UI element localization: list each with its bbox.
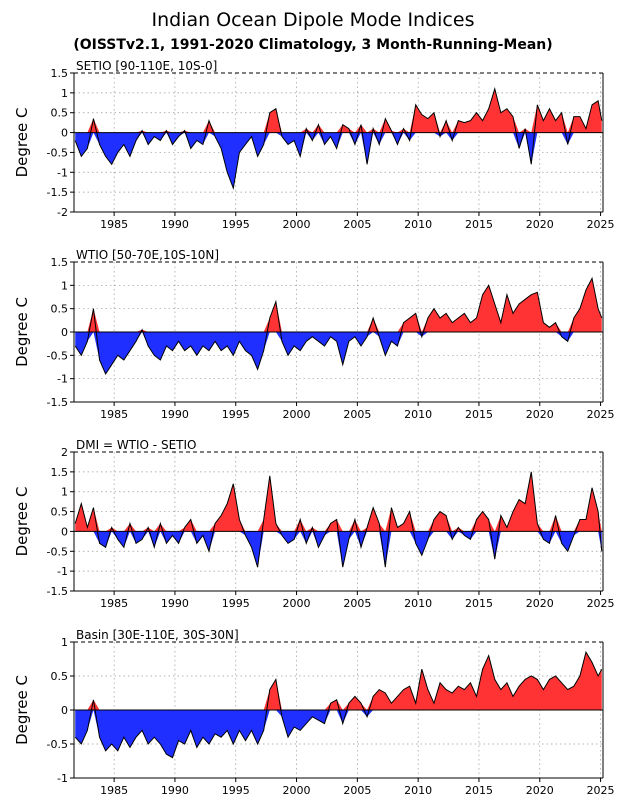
negative-area	[75, 332, 602, 374]
y-tick-label: -0.5	[47, 146, 68, 159]
series-line	[74, 276, 603, 376]
x-tick-label: 1985	[100, 597, 128, 610]
positive-area	[75, 278, 602, 332]
y-tick-label: -1.5	[47, 585, 68, 598]
y-tick-label: 0	[61, 525, 68, 538]
y-tick-label: -1	[57, 565, 68, 578]
y-tick-label: 1.5	[51, 67, 69, 80]
x-tick-label: 2010	[404, 408, 432, 421]
chart-panel-4: -1 -0.5 0 0.5 1 1985 1990 1995 2000 2005 2010 2015 2…	[13, 628, 615, 797]
series-area	[74, 650, 603, 759]
x-tick-label: 2005	[343, 408, 371, 421]
y-tick-label: 1	[61, 486, 68, 499]
y-tick-label: -0.5	[47, 545, 68, 558]
x-tick-label: 1985	[100, 784, 128, 797]
series-line	[74, 471, 603, 568]
y-tick-label: 1	[61, 87, 68, 100]
y-tick-label: 1	[61, 636, 68, 649]
x-tick-label: 2020	[526, 784, 554, 797]
y-tick-label: 0.5	[51, 107, 69, 120]
x-tick-label: 2025	[587, 784, 615, 797]
series-area	[74, 87, 603, 191]
y-axis-label: Degree C	[13, 297, 31, 367]
x-tick-label: 2005	[343, 597, 371, 610]
x-tick-label: 2000	[283, 784, 311, 797]
y-tick-label: -0.5	[47, 349, 68, 362]
x-tick-label: 1995	[222, 784, 250, 797]
negative-area	[75, 531, 602, 568]
x-tick-label: 2025	[587, 408, 615, 421]
y-axis-label: Degree C	[13, 108, 31, 178]
y-tick-label: 1	[61, 279, 68, 292]
x-tick-label: 2015	[465, 408, 493, 421]
x-tick-label: 2025	[587, 597, 615, 610]
positive-area	[75, 88, 602, 133]
panel-title: Basin [30E-110E, 30S-30N]	[76, 628, 239, 642]
panel-title: DMI = WTIO - SETIO	[76, 438, 196, 452]
x-tick-label: 2010	[404, 597, 432, 610]
negative-area	[75, 710, 602, 758]
x-tick-label: 2020	[526, 218, 554, 231]
x-tick-label: 2020	[526, 597, 554, 610]
x-tick-label: 2015	[465, 784, 493, 797]
x-tick-label: 2005	[343, 218, 371, 231]
y-tick-label: 2	[61, 446, 68, 459]
x-tick-label: 1990	[161, 784, 189, 797]
x-tick-label: 2020	[526, 408, 554, 421]
x-tick-label: 1995	[222, 597, 250, 610]
x-tick-label: 2025	[587, 218, 615, 231]
figure-subtitle: (OISSTv2.1, 1991-2020 Climatology, 3 Mon…	[73, 37, 552, 53]
y-tick-label: -1.5	[47, 396, 68, 409]
y-axis-label: Degree C	[13, 487, 31, 557]
x-tick-label: 1990	[161, 597, 189, 610]
y-tick-label: -1.5	[47, 186, 68, 199]
series-area	[74, 276, 603, 376]
panel-title: WTIO [50-70E,10S-10N]	[76, 248, 219, 262]
x-tick-label: 2005	[343, 784, 371, 797]
y-tick-label: 0	[61, 326, 68, 339]
y-tick-label: 0.5	[51, 670, 69, 683]
x-tick-label: 1985	[100, 408, 128, 421]
x-tick-label: 1995	[222, 218, 250, 231]
x-tick-label: 1985	[100, 218, 128, 231]
x-tick-label: 1995	[222, 408, 250, 421]
x-tick-label: 2000	[283, 218, 311, 231]
x-tick-label: 2010	[404, 784, 432, 797]
y-tick-label: 0	[61, 127, 68, 140]
chart-panel-2: -1.5 -1 -0.5 0 0.5 1 1.5 1985 1990 1995 2000 2005 20…	[13, 248, 615, 421]
negative-area	[75, 132, 602, 189]
x-tick-label: 2000	[283, 408, 311, 421]
y-tick-label: -0.5	[47, 738, 68, 751]
y-tick-label: 1.5	[51, 466, 69, 479]
figure-title: Indian Ocean Dipole Mode Indices	[152, 9, 475, 31]
y-axis-label: Degree C	[13, 675, 31, 745]
y-tick-label: 0.5	[51, 506, 69, 519]
x-tick-label: 1990	[161, 408, 189, 421]
y-tick-label: -2	[57, 206, 68, 219]
chart-panel-1: -2 -1.5 -1 -0.5 0 0.5 1 1.5 1985 1990 1995 2000 2005…	[13, 59, 615, 231]
series-line	[74, 650, 603, 759]
series-area	[74, 471, 603, 568]
x-tick-label: 2000	[283, 597, 311, 610]
y-tick-label: -1	[57, 373, 68, 386]
x-tick-label: 1990	[161, 218, 189, 231]
y-tick-label: -1	[57, 166, 68, 179]
y-tick-label: 1.5	[51, 256, 69, 269]
x-tick-label: 2015	[465, 218, 493, 231]
y-tick-label: -1	[57, 772, 68, 785]
y-tick-label: 0.5	[51, 303, 69, 316]
positive-area	[75, 652, 602, 710]
panel-title: SETIO [90-110E, 10S-0]	[76, 59, 217, 73]
y-tick-label: 0	[61, 704, 68, 717]
chart-panel-3: -1.5 -1 -0.5 0 0.5 1 1.5 2 1985 1990 1995 2000 2005 2…	[13, 438, 615, 610]
x-tick-label: 2015	[465, 597, 493, 610]
x-tick-label: 2010	[404, 218, 432, 231]
